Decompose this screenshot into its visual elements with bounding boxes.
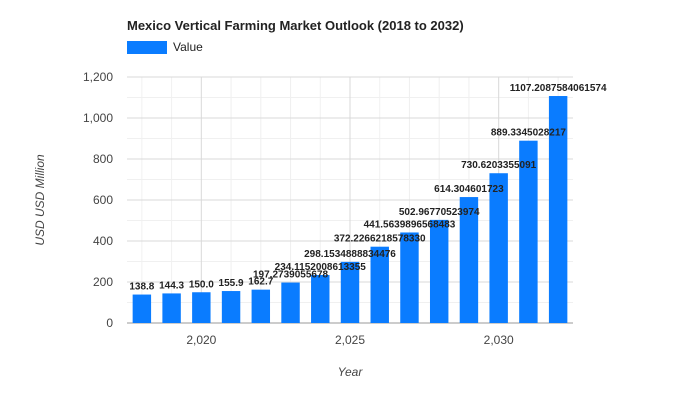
bar [340,261,360,323]
data-label: 150.0 [189,279,214,290]
bar [519,140,538,323]
x-tick-label: 2,020 [186,333,216,347]
bar [548,96,568,323]
y-tick-label: 200 [93,275,113,289]
bar [132,294,152,323]
y-axis-label: USD USD Million [33,154,47,246]
bar [221,291,241,323]
legend: Value [127,40,203,54]
data-label: 138.8 [129,282,154,293]
data-label: 298.1534888834476 [304,249,396,260]
data-label: 889.3345028217 [491,128,567,139]
bar [489,173,508,323]
y-tick-label: 1,200 [83,70,113,84]
data-label: 234.1152008613355 [275,262,367,273]
bar [400,232,419,323]
bar [192,292,211,323]
data-label: 441.5639896568483 [364,219,456,230]
x-tick-label: 2,025 [335,333,365,347]
data-label: 197.2739055678 [253,270,329,281]
data-label: 372.2266218578330 [334,234,426,245]
x-axis-label: Year [338,365,364,379]
y-tick-label: 0 [106,316,113,330]
data-label: 1107.2087584061574 [510,83,607,94]
data-label: 502.96770523974 [399,207,480,218]
bar [459,197,479,323]
bar [370,246,389,323]
y-tick-label: 800 [93,152,113,166]
legend-swatch [127,40,167,54]
bar [251,289,271,323]
chart-title: Mexico Vertical Farming Market Outlook (… [127,18,464,33]
data-label: 155.9 [219,278,244,289]
bar [281,282,300,323]
bar [311,275,330,323]
bar [162,293,181,323]
y-tick-label: 600 [93,193,113,207]
x-tick-label: 2,030 [484,333,514,347]
data-label: 162.7 [248,277,273,288]
legend-label: Value [173,40,203,54]
y-tick-label: 1,000 [83,111,113,125]
data-label: 730.6203355091 [461,160,537,171]
bar [429,219,449,323]
data-label: 144.3 [159,280,184,291]
data-label: 614.304601723 [434,184,504,195]
y-tick-label: 400 [93,234,113,248]
